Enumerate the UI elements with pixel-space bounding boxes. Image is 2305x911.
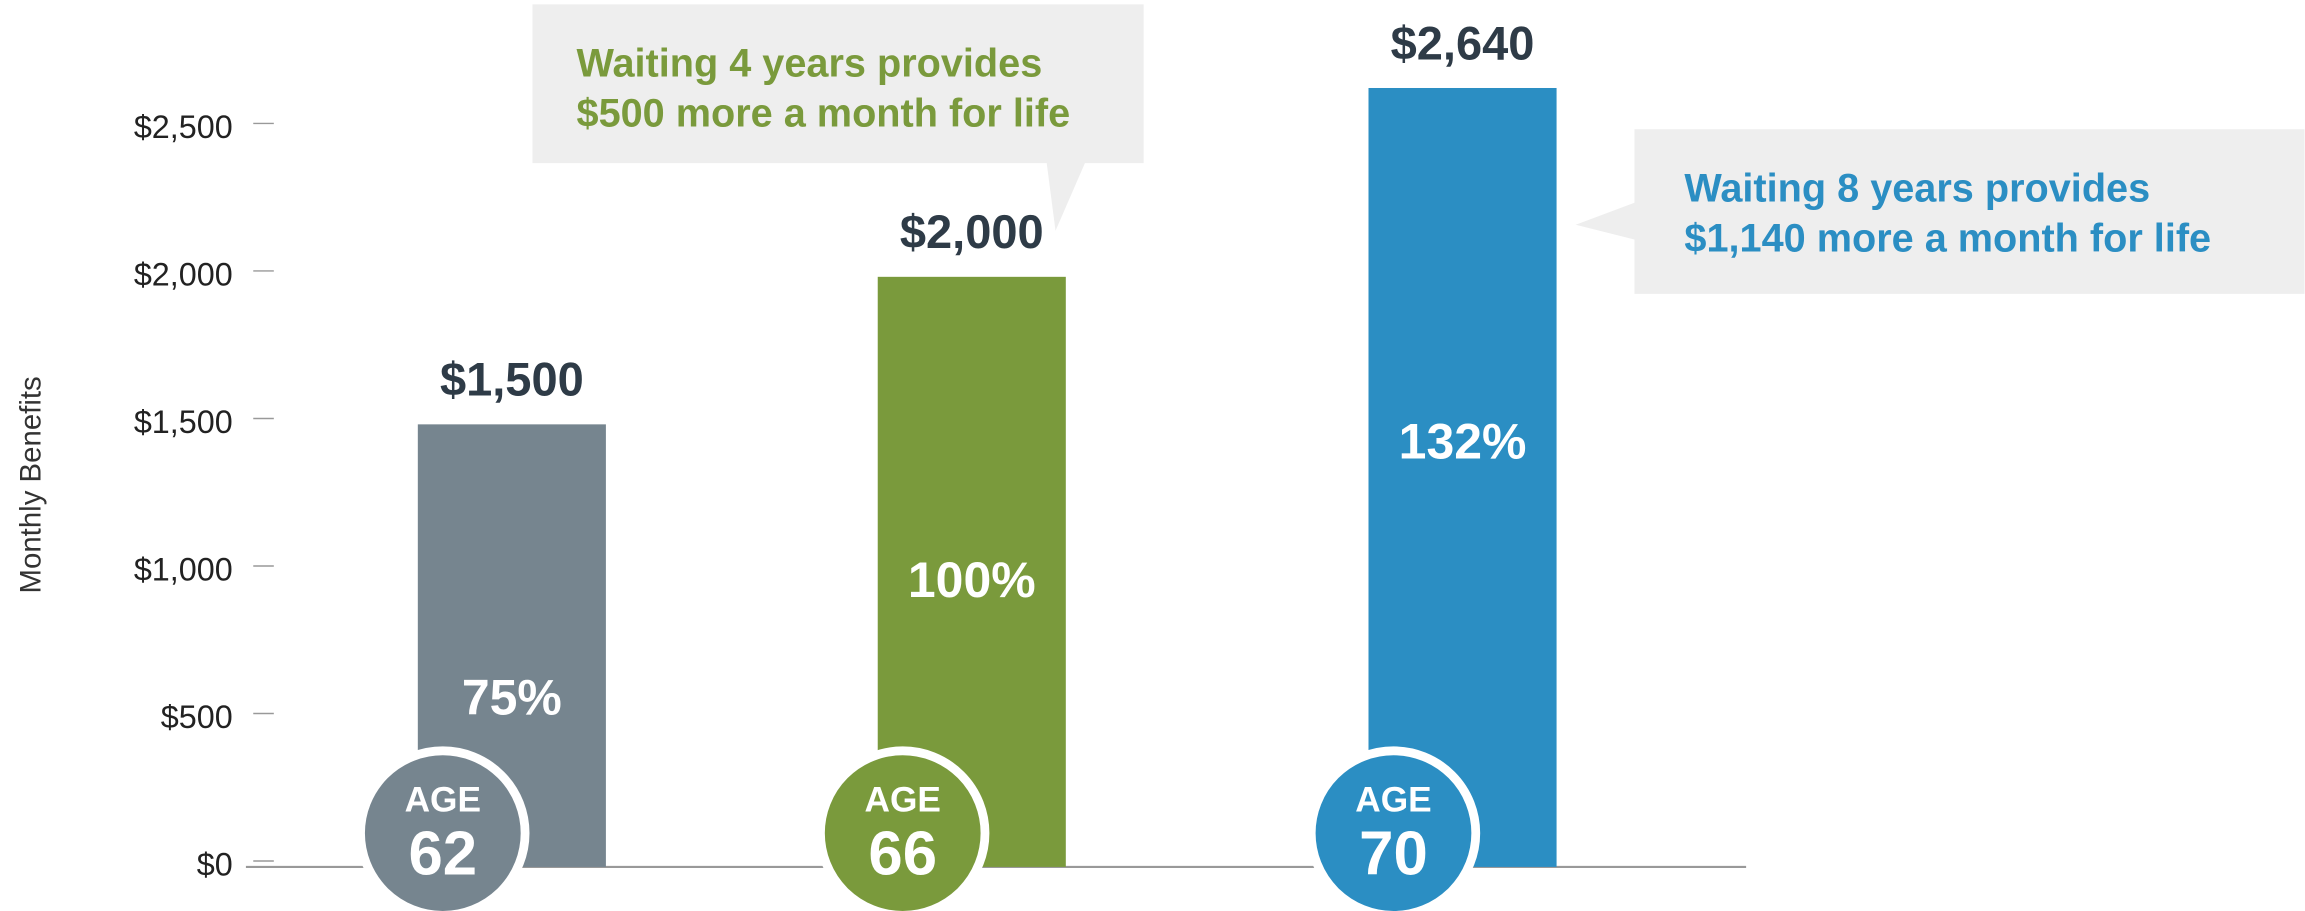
y-tick-label: $0 bbox=[197, 846, 233, 882]
annotation-text: $500 more a month for life bbox=[577, 92, 1071, 136]
callout-box bbox=[1575, 129, 2305, 294]
annotation-text: $1,140 more a month for life bbox=[1684, 216, 2211, 260]
annotation-text: Waiting 8 years provides bbox=[1684, 167, 2150, 211]
y-tick-label: $1,500 bbox=[134, 404, 233, 440]
age-badge bbox=[1306, 746, 1481, 911]
y-tick-label: $2,000 bbox=[134, 256, 233, 292]
value-label: $2,640 bbox=[1391, 16, 1535, 69]
x-tick-label: 66 bbox=[868, 819, 937, 888]
callout-box bbox=[532, 4, 1144, 231]
age-label: AGE bbox=[405, 781, 481, 820]
age-badge bbox=[356, 746, 530, 911]
age-label: AGE bbox=[865, 781, 941, 820]
bar bbox=[1368, 87, 1557, 867]
value-label: $2,000 bbox=[900, 205, 1044, 258]
annotation-text: Waiting 4 years provides bbox=[577, 42, 1043, 86]
y-tick-label: $500 bbox=[161, 699, 233, 735]
x-tick-label: 62 bbox=[408, 819, 477, 888]
bar-label: 132% bbox=[1399, 413, 1527, 469]
value-label: $1,500 bbox=[440, 353, 584, 406]
bar-label: 100% bbox=[908, 552, 1036, 608]
y-axis-label: Monthly Benefits bbox=[15, 376, 48, 593]
age-label: AGE bbox=[1355, 781, 1431, 820]
x-tick-label: 70 bbox=[1359, 819, 1428, 888]
age-badge bbox=[816, 746, 990, 911]
bar-label: 75% bbox=[462, 670, 562, 726]
y-tick-label: $1,000 bbox=[134, 551, 233, 587]
y-tick-label: $2,500 bbox=[134, 109, 233, 145]
